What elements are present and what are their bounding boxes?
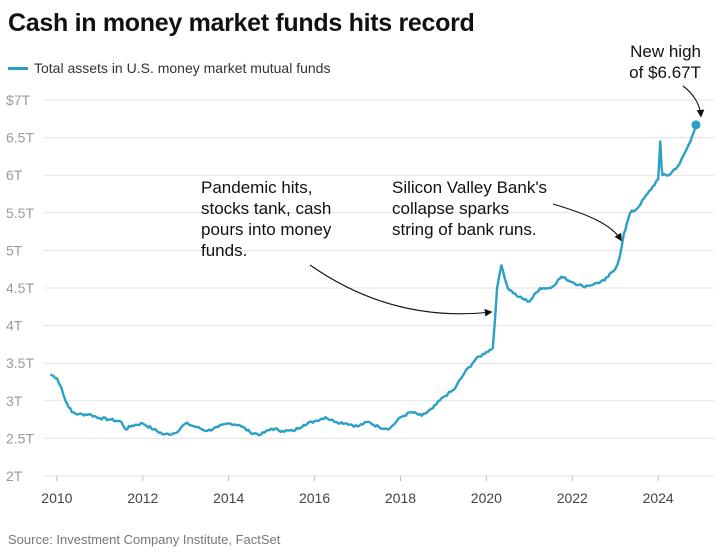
x-tick-label: 2018: [385, 490, 416, 506]
annotation-arrow: [552, 203, 622, 242]
annotation-line: of $6.67T: [629, 63, 701, 82]
y-tick-label: 4.5T: [6, 280, 34, 296]
y-tick-label: $7T: [6, 92, 31, 108]
annotation-text: Pandemic hits, stocks tank, cash pours int…: [201, 178, 332, 260]
x-tick-label: 2024: [643, 490, 674, 506]
x-tick-label: 2012: [127, 490, 158, 506]
x-tick-label: 2020: [471, 490, 502, 506]
y-tick-label: 6T: [6, 167, 23, 183]
annotation-line: funds.: [201, 241, 247, 260]
series-line: [49, 124, 698, 437]
annotation-line: collapse sparks: [392, 199, 509, 218]
legend-swatch: [8, 66, 28, 70]
y-tick-label: 3.5T: [6, 355, 34, 371]
annotations: Pandemic hits, stocks tank, cash pours int…: [201, 42, 705, 317]
legend: Total assets in U.S. money market mutual…: [8, 60, 330, 76]
y-tick-label: 5T: [6, 242, 23, 258]
chart-title: Cash in money market funds hits record: [8, 9, 475, 37]
y-tick-label: 2.5T: [6, 430, 34, 446]
y-tick-label: 5.5T: [6, 205, 34, 221]
y-axis-ticks: 2T 2.5T 3T 3.5T 4T 4.5T 5T 5.5T 6T 6.5T $7T: [6, 92, 34, 484]
legend-label: Total assets in U.S. money market mutual…: [34, 60, 331, 76]
x-tick-label: 2010: [41, 490, 72, 506]
annotation-line: Pandemic hits,: [201, 178, 313, 197]
annotation-arrow: [682, 85, 705, 118]
source-note: Source: Investment Company Institute, Fa…: [8, 532, 281, 547]
x-axis-ticks: 2010 2012 2014 2016 2018 2020 2022 2024: [41, 476, 674, 506]
latest-point: [691, 120, 701, 130]
x-tick-label: 2016: [299, 490, 330, 506]
annotation-arrow: [309, 264, 493, 317]
annotation-text: New high of $6.67T: [629, 42, 701, 82]
series-layer: [49, 120, 701, 437]
annotation-line: string of bank runs.: [392, 220, 537, 239]
annotation-line: pours into money: [201, 220, 332, 239]
y-tick-label: 6.5T: [6, 130, 34, 146]
y-tick-label: 4T: [6, 318, 23, 334]
x-tick-label: 2022: [557, 490, 588, 506]
y-tick-label: 2T: [6, 468, 23, 484]
annotation-line: New high: [630, 42, 701, 61]
gridlines: [44, 99, 714, 477]
annotation-line: Silicon Valley Bank's: [392, 178, 547, 197]
annotation-text: Silicon Valley Bank's collapse sparks stri…: [392, 178, 547, 239]
annotation-line: stocks tank, cash: [201, 199, 331, 218]
x-tick-label: 2014: [213, 490, 244, 506]
y-tick-label: 3T: [6, 393, 23, 409]
